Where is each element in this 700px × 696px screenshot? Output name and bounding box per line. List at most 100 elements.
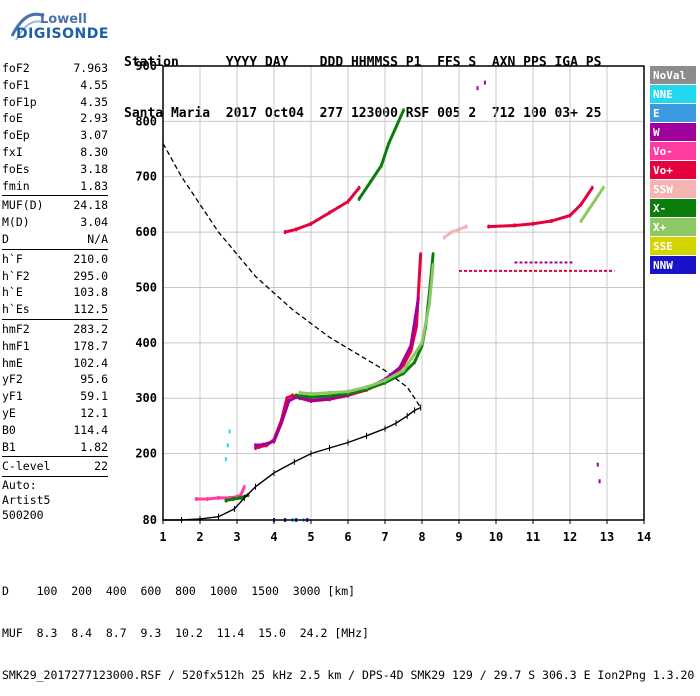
x-tick-label: 9: [455, 530, 462, 544]
footer-distance: D 100 200 400 600 800 1000 1500 3000 [km…: [2, 584, 356, 598]
series-vo-e-es--point: [206, 496, 209, 501]
legend-nne: NNE: [650, 85, 696, 104]
param-row: h`F2 295.0: [2, 268, 108, 285]
param-value: 4.55: [80, 77, 108, 92]
x-tick-label: 10: [489, 530, 503, 544]
param-name: h`Es: [2, 302, 30, 317]
series-f-multi-hop-vo-point: [295, 227, 298, 232]
chart-grid: [163, 66, 644, 520]
param-value: 103.8: [73, 285, 108, 300]
series-w-point: [417, 296, 420, 301]
series-w-point: [254, 443, 257, 448]
series-f-multi-hop-x-trace: [357, 108, 405, 201]
param-row: B1 1.82: [2, 439, 108, 456]
series-x--point: [432, 263, 435, 268]
series-x--point: [347, 389, 349, 394]
chart-traces: [162, 80, 615, 523]
series-w-misc--point: [598, 479, 601, 484]
series-vo--point: [254, 446, 257, 451]
legend-x-: X+: [650, 218, 696, 237]
param-name: B0: [2, 422, 16, 437]
param-row: B0 114.4: [2, 422, 108, 439]
series-vo--trace: [254, 252, 423, 450]
series-x--point: [310, 395, 312, 400]
param-value: 283.2: [73, 321, 108, 336]
series-x--point: [328, 390, 331, 395]
series-x--point: [384, 378, 386, 383]
footer-file-info: SMK29_2017277123000.RSF / 520fx512h 25 k…: [2, 668, 695, 682]
param-row: h`F 210.0: [2, 251, 108, 268]
param-divider: [2, 248, 108, 250]
param-value: 2.93: [80, 111, 108, 126]
param-value: 24.18: [73, 198, 108, 213]
series-f-multi-hop-vo-point: [284, 230, 287, 235]
x-tick-label: 6: [344, 530, 351, 544]
param-value: 295.0: [73, 268, 108, 283]
series-f-multi-hop-vo-point: [328, 210, 331, 215]
param-value: 59.1: [80, 389, 108, 404]
series-vo--point: [402, 362, 405, 367]
series-w-misc--point: [476, 86, 479, 91]
param-divider: [2, 195, 108, 197]
legend-noval: NoVal: [650, 66, 696, 85]
series-vo--point: [409, 349, 412, 354]
series-f-multi-hop-x-point: [369, 180, 372, 185]
series-w-point: [261, 442, 264, 447]
y-tick-label: 80: [143, 513, 157, 527]
legend-vo-: Vo+: [650, 161, 696, 180]
autoscaling-line1: Auto:: [2, 478, 37, 493]
param-row: foEp 3.07: [2, 127, 108, 144]
param-row: MUF(D) 24.18: [2, 197, 108, 214]
param-name: foEs: [2, 161, 30, 176]
series-f-multi-hop-x-point: [380, 163, 383, 168]
param-name: hmE: [2, 355, 23, 370]
x-tick-label: 5: [307, 530, 314, 544]
series-x--point: [365, 385, 368, 390]
series-spread-vo--point: [591, 185, 594, 190]
param-name: yE: [2, 405, 16, 420]
series-w-misc--point: [596, 462, 599, 467]
legend-ssw: SSW: [650, 180, 696, 199]
param-row: foF1 4.55: [2, 77, 108, 94]
series-nne-point: [224, 457, 227, 462]
series-spread-vo--point: [513, 223, 516, 228]
param-name: foF1: [2, 77, 30, 92]
param-value: 1.82: [80, 439, 108, 454]
param-divider: [2, 456, 108, 458]
series-vo--point: [415, 324, 418, 329]
param-name: foF2: [2, 61, 30, 75]
series-vo-e-es--point: [217, 495, 220, 500]
y-tick-label: 400: [135, 336, 157, 350]
param-row: D N/A: [2, 231, 108, 248]
series-spread-vo--point: [532, 221, 534, 226]
x-tick-label: 8: [418, 530, 425, 544]
param-name: h`F2: [2, 268, 30, 283]
param-value: 3.04: [80, 215, 108, 230]
series-vo-e-es--point: [239, 493, 242, 498]
param-row: hmF1 178.7: [2, 338, 108, 355]
param-row: h`Es 112.5: [2, 301, 108, 318]
param-name: h`F: [2, 251, 23, 266]
series-w-point: [280, 421, 283, 426]
y-tick-label: 500: [135, 280, 157, 294]
param-row: yF1 59.1: [2, 388, 108, 405]
series-x--point: [421, 343, 423, 348]
param-value: 114.4: [73, 422, 108, 437]
param-row: yE 12.1: [2, 405, 108, 422]
param-value: 8.30: [80, 144, 108, 159]
series-w-misc--point: [483, 80, 486, 85]
y-tick-label: 600: [135, 225, 157, 239]
legend-nnw: NNW: [650, 256, 696, 275]
y-tick-label: 700: [135, 170, 157, 184]
series-f-multi-hop-vo-point: [347, 199, 349, 204]
param-name: M(D): [2, 215, 30, 230]
series-f-multi-hop-vo-trace: [283, 186, 361, 234]
series-w-point: [310, 398, 312, 403]
param-row: hmF2 283.2: [2, 321, 108, 338]
series-ssw-point: [443, 235, 446, 240]
param-value: 112.5: [73, 302, 108, 317]
x-tick-label: 7: [381, 530, 388, 544]
series-f-multi-hop-x-point: [395, 124, 398, 129]
param-name: yF1: [2, 389, 23, 404]
y-tick-label: 300: [135, 391, 157, 405]
